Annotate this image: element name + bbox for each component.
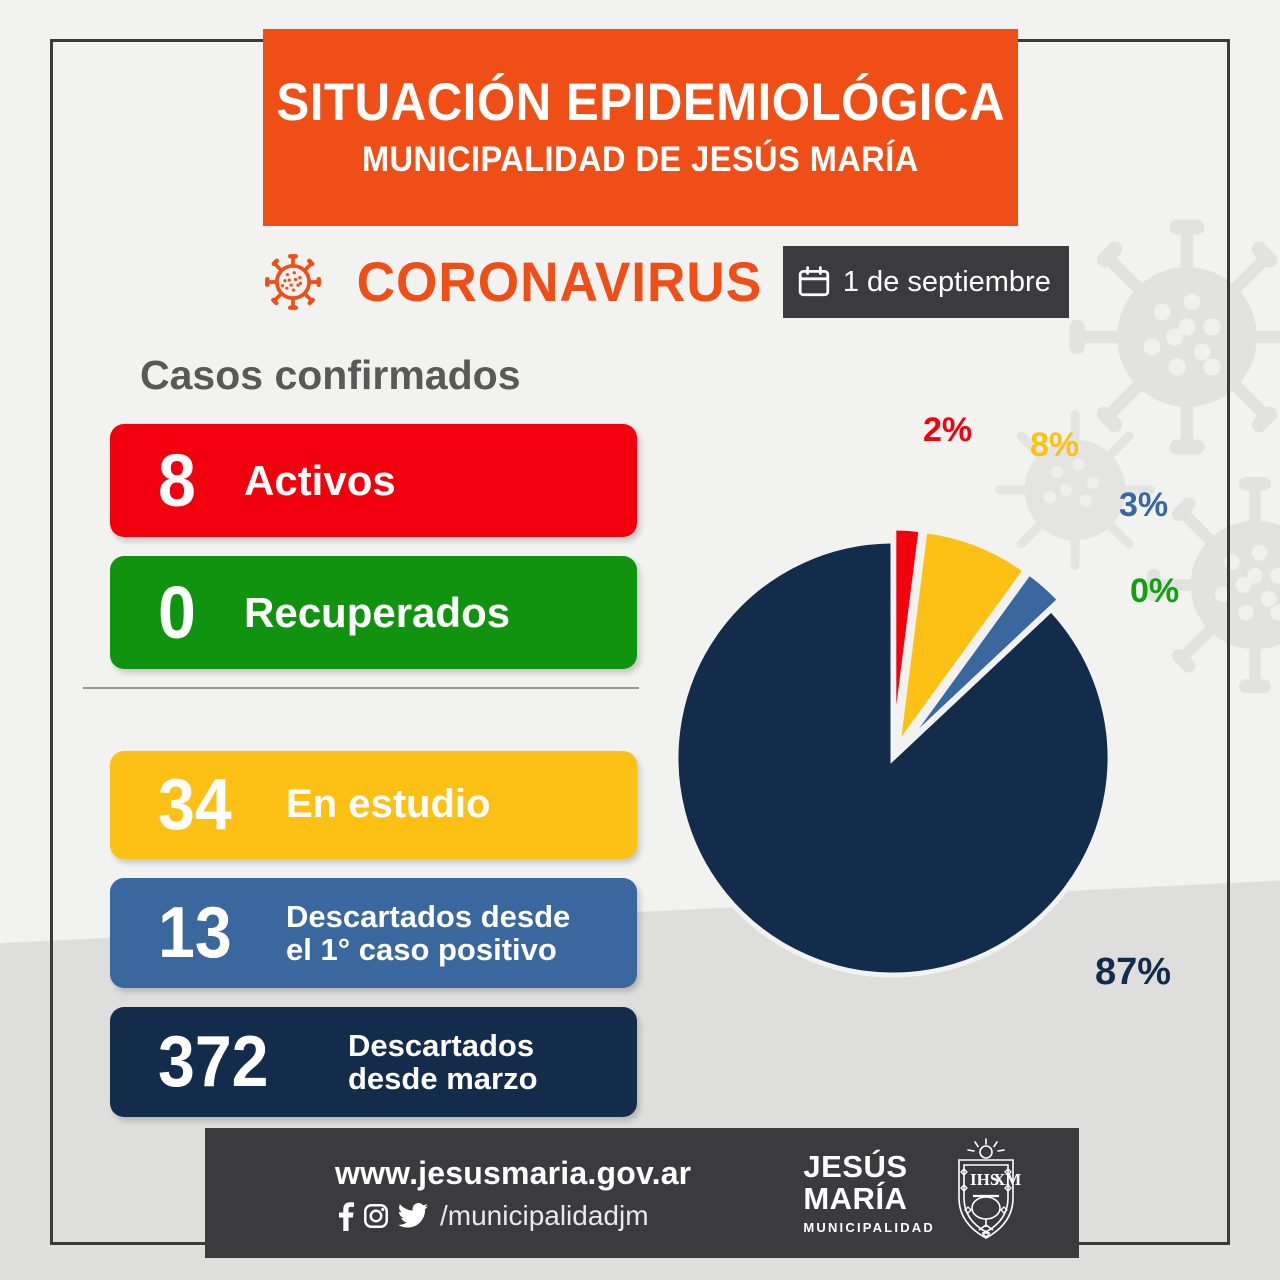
- stat-card-activos: 8 Activos: [110, 424, 637, 537]
- pie-label-descartados-marzo: 87%: [1095, 951, 1172, 993]
- coronavirus-label: CORONAVIRUS: [356, 250, 763, 313]
- pie-label-en-estudio: 8%: [1030, 426, 1080, 464]
- stat-number-descartados-positivo: 13: [158, 893, 232, 973]
- stat-label-en-estudio: En estudio: [286, 782, 491, 827]
- stat-label-recuperados: Recuperados: [244, 588, 511, 636]
- virus-watermark-right: [1140, 470, 1280, 700]
- stat-number-descartados-marzo: 372: [158, 1022, 269, 1102]
- section-heading: Casos confirmados: [140, 352, 521, 398]
- calendar-icon: [797, 265, 831, 299]
- coronavirus-row: CORONAVIRUS 1 de septiembre: [262, 246, 1069, 318]
- pie-slice: [895, 527, 1029, 748]
- card-group-divider: [83, 687, 639, 689]
- twitter-icon[interactable]: [397, 1201, 436, 1231]
- stat-label-descartados-marzo: Descartados desde marzo: [348, 1027, 538, 1096]
- virus-watermark-top-right: [1062, 212, 1280, 462]
- stat-number-en-estudio: 34: [158, 765, 232, 845]
- pie-slice: [891, 525, 924, 746]
- page-subtitle: MUNICIPALIDAD DE JESÚS MARÍA: [362, 140, 919, 180]
- stat-card-recuperados: 0 Recuperados: [110, 556, 637, 669]
- stat-label-activos: Activos: [244, 456, 396, 504]
- page-title: SITUACIÓN EPIDEMIOLÓGICA: [276, 72, 1005, 132]
- coronavirus-icon: [262, 251, 324, 313]
- virus-watermark-center: [985, 400, 1165, 580]
- pie-slice: [673, 538, 1113, 978]
- stat-card-descartados-marzo: 372 Descartados desde marzo: [110, 1007, 637, 1117]
- facebook-icon[interactable]: [335, 1201, 362, 1231]
- footer-contact: www.jesusmaria.gov.ar: [335, 1155, 691, 1232]
- pie-label-recuperados: 0%: [1130, 572, 1180, 610]
- municipality-logo: JESÚS MARÍA MUNICIPALIDAD: [803, 1137, 1023, 1249]
- header-banner: SITUACIÓN EPIDEMIOLÓGICA MUNICIPALIDAD D…: [263, 29, 1018, 226]
- logo-line-3: MUNICIPALIDAD: [803, 1219, 935, 1235]
- logo-line-1: JESÚS: [803, 1149, 908, 1185]
- instagram-icon[interactable]: [362, 1201, 397, 1231]
- stat-label-descartados-positivo: Descartados desde el 1° caso positivo: [286, 898, 571, 967]
- stat-number-activos: 8: [158, 438, 196, 522]
- pie-label-activos: 2%: [923, 411, 973, 449]
- footer-website[interactable]: www.jesusmaria.gov.ar: [335, 1154, 692, 1191]
- pie-chart: 2% 8% 3% 0% 87%: [640, 398, 1240, 1028]
- svg-text:IHS: IHS: [970, 1170, 999, 1189]
- pie-slice: [899, 569, 1064, 751]
- date-text: 1 de septiembre: [842, 265, 1051, 298]
- stat-card-descartados-positivo: 13 Descartados desde el 1° caso positivo: [110, 878, 637, 988]
- stat-card-en-estudio: 34 En estudio: [110, 751, 637, 859]
- jesus-maria-crest-icon: IHS XM: [949, 1137, 1023, 1249]
- pie-chart-svg: [673, 525, 1113, 978]
- footer-handle[interactable]: /municipalidadjm: [440, 1199, 649, 1231]
- svg-text:XM: XM: [993, 1170, 1021, 1189]
- date-badge: 1 de septiembre: [782, 246, 1069, 318]
- logo-line-2: MARÍA: [803, 1181, 908, 1216]
- stat-number-recuperados: 0: [158, 570, 196, 654]
- footer-social-row: /municipalidadjm: [335, 1200, 691, 1232]
- pie-label-descartados-positivo: 3%: [1119, 486, 1169, 524]
- footer-bar: www.jesusmaria.gov.ar: [205, 1128, 1079, 1258]
- logo-wordmark: JESÚS MARÍA MUNICIPALIDAD: [803, 1151, 935, 1234]
- stat-card-list: 8 Activos 0 Recuperados 34 En estudio 13…: [110, 424, 637, 1136]
